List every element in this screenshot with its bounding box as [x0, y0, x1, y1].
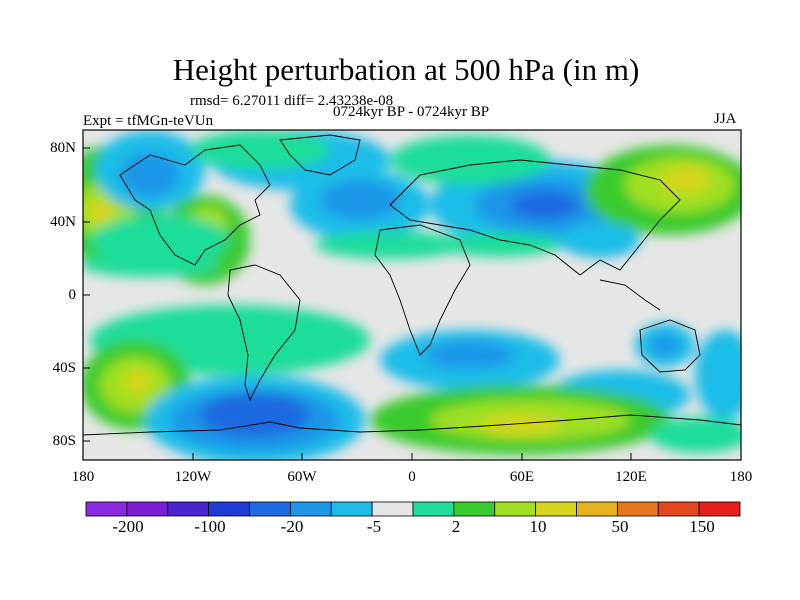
colorbar-label-2: -100	[194, 517, 226, 536]
anomaly-antarctic-core	[480, 415, 560, 435]
lat-label-0: 0	[68, 287, 77, 303]
colorbar-swatch	[371, 501, 414, 517]
contour-field	[83, 130, 741, 460]
colorbar-swatch	[494, 501, 537, 517]
coast-australia	[639, 319, 701, 373]
coast-se-asia	[599, 279, 661, 311]
colorbar-label-3: -20	[280, 517, 304, 536]
colorbar-swatch	[698, 501, 741, 517]
anomaly-siberia-green	[390, 135, 550, 185]
season-text: JJA	[714, 111, 737, 127]
plot-title: Height perturbation at 500 hPa (in m)	[172, 52, 640, 87]
lon-label-180e: 180	[729, 469, 753, 485]
anomaly-alaska-blue	[120, 153, 180, 197]
colorbar-swatch	[616, 501, 659, 517]
lon-label-120e: 120E	[615, 469, 647, 485]
colorbar-swatch	[167, 501, 210, 517]
lon-label-60e: 60E	[509, 469, 535, 485]
colorbar-swatch	[330, 501, 373, 517]
lon-label-60w: 60W	[287, 469, 317, 485]
lat-label-80n: 80N	[50, 140, 76, 156]
coastlines	[83, 134, 741, 436]
colorbar-swatch	[453, 501, 496, 517]
anomaly-s-pacific-core	[124, 370, 152, 394]
coast-eurasia	[389, 159, 681, 276]
colorbar-swatch	[208, 501, 250, 517]
colorbar	[85, 501, 741, 517]
lon-label-180w: 180	[71, 469, 95, 485]
colorbar-label-8: 150	[689, 517, 715, 536]
anomaly-arctic-green	[190, 130, 330, 170]
anomaly-n-america-east	[90, 215, 230, 265]
lat-label-80s: 80S	[52, 433, 76, 449]
colorbar-swatch	[657, 501, 700, 517]
anomaly-se-pacific-cyan	[695, 330, 741, 420]
lon-label-0: 0	[408, 469, 416, 485]
colorbar-swatch	[535, 501, 577, 517]
lat-label-40s: 40S	[52, 360, 76, 376]
anomaly-n-atlantic-blue	[320, 180, 400, 220]
anomaly-india-cyan	[560, 222, 640, 258]
anomaly-ne-asia-core	[660, 166, 710, 194]
lat-label-40n: 40N	[50, 214, 76, 230]
coast-antarctica	[83, 414, 741, 436]
colorbar-label-4: -5	[366, 517, 382, 536]
axis-ticks	[83, 147, 632, 460]
colorbar-label-5: 2	[451, 517, 461, 536]
colorbar-label-7: 50	[611, 517, 629, 536]
coast-south-america	[227, 264, 301, 402]
experiment-text: Expt = tfMGn-teVUn	[83, 113, 214, 129]
anomaly-mideast-green	[440, 233, 560, 257]
colorbar-swatch	[576, 501, 618, 517]
stats-text: rmsd= 6.27011 diff= 2.43238e-08	[190, 93, 394, 109]
anomaly-eurasia-core	[510, 191, 580, 219]
anomaly-s-atlantic-blue	[425, 341, 515, 369]
anomaly-antarctic-east-green	[650, 417, 741, 453]
colorbar-swatch	[249, 501, 291, 517]
colorbar-swatch	[412, 501, 455, 517]
period-text: 0724kyr BP - 0724kyr BP	[332, 104, 490, 120]
colorbar-label-6: 10	[529, 517, 547, 536]
anomaly-australia-blue	[650, 334, 680, 356]
colorbar-label-1: -200	[112, 517, 144, 536]
coast-north-america	[119, 144, 271, 266]
anomaly-trop-atl-green	[315, 231, 465, 259]
coast-greenland	[279, 134, 361, 176]
colorbar-swatch	[289, 501, 332, 517]
anomaly-s-ocean-deep	[200, 393, 310, 437]
coast-africa	[374, 224, 471, 356]
colorbar-swatch	[85, 501, 128, 517]
anomaly-trop-pac-green	[83, 253, 220, 277]
lon-label-120w: 120W	[174, 469, 212, 485]
anomaly-nw-pacific-core	[86, 200, 114, 224]
colorbar-swatch	[126, 501, 169, 517]
